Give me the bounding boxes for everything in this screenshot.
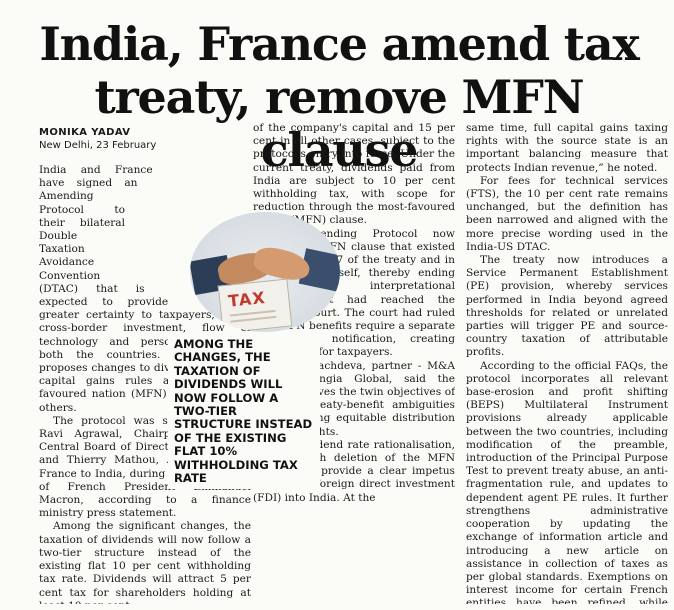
author-name: MONIKA YADAV xyxy=(39,127,131,138)
pull-quote: AMONG THE CHANGES, THE TAXATION OF DIVID… xyxy=(168,334,320,490)
headline: India, France amend tax treaty, remove M… xyxy=(39,17,640,177)
paragraph: of the company's capital and 15 per cent… xyxy=(253,122,455,227)
paragraph: same time, full capital gains taxing rig… xyxy=(466,122,668,174)
handshake-tax-illustration: TAX xyxy=(190,212,340,332)
tax-document-label: TAX xyxy=(227,287,267,311)
paragraph: For fees for technical services (FTS), t… xyxy=(466,174,668,253)
paragraph: Among the significant changes, the taxat… xyxy=(39,520,251,604)
paragraph: According to the official FAQs, the prot… xyxy=(466,359,668,604)
byline: MONIKA YADAV New Delhi, 23 February xyxy=(39,127,249,151)
dateline: New Delhi, 23 February xyxy=(39,140,157,151)
paragraph: The treaty now introduces a Service Perm… xyxy=(466,254,668,359)
tax-document-icon: TAX xyxy=(217,278,293,332)
article-column-3: same time, full capital gains taxing rig… xyxy=(466,122,668,604)
